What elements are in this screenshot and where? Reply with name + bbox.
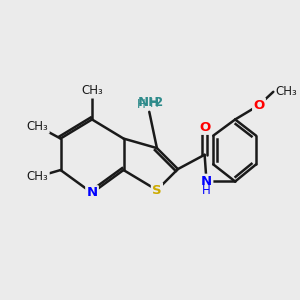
- Text: CH₃: CH₃: [27, 120, 49, 133]
- Text: CH₃: CH₃: [27, 170, 49, 183]
- Text: H: H: [137, 98, 146, 111]
- Text: CH₃: CH₃: [81, 84, 103, 97]
- Text: H: H: [150, 97, 158, 110]
- Text: 2: 2: [154, 96, 162, 109]
- Text: O: O: [254, 99, 265, 112]
- Text: S: S: [152, 184, 162, 196]
- Text: O: O: [199, 121, 210, 134]
- Text: CH₃: CH₃: [275, 85, 297, 98]
- Text: NH: NH: [138, 96, 160, 109]
- Text: H: H: [202, 184, 211, 196]
- Text: N: N: [201, 175, 212, 188]
- Text: N: N: [86, 186, 98, 200]
